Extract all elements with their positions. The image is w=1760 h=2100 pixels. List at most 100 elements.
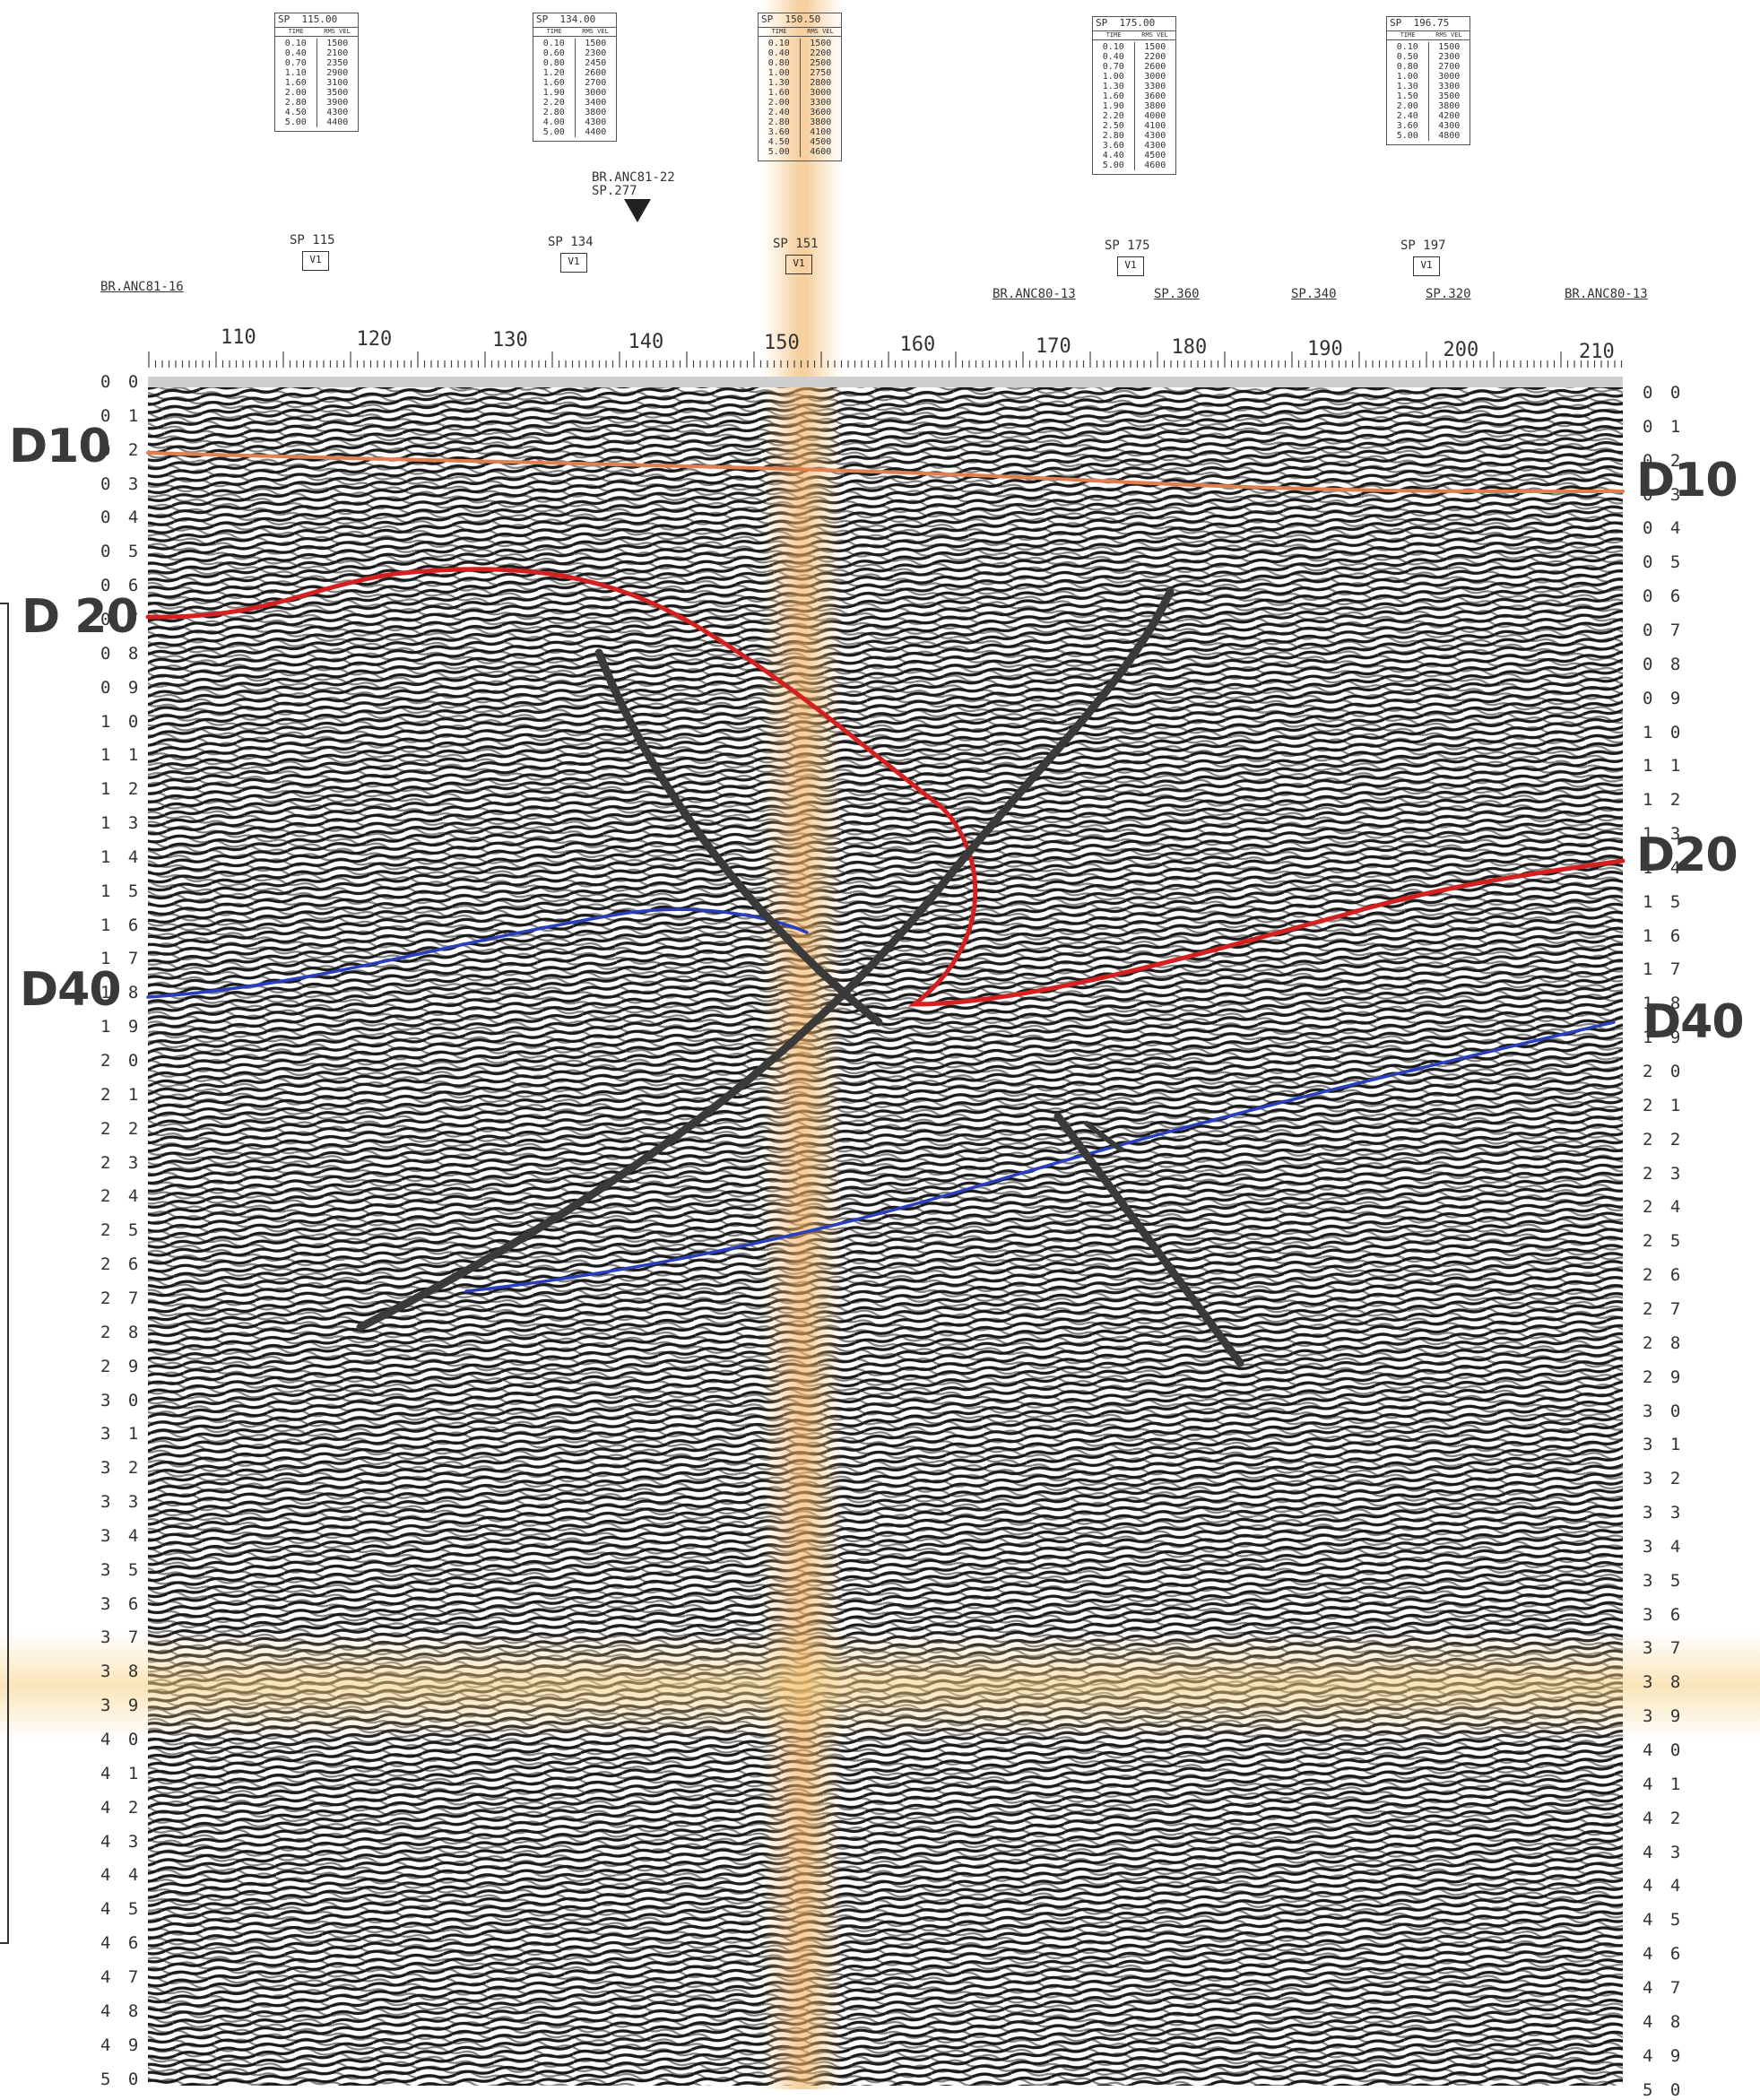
table-cell: 4300: [1144, 131, 1166, 141]
cdp-label: 210: [1579, 341, 1615, 363]
table-cell: 2500: [810, 58, 832, 68]
time-tick-label: 1 4: [1643, 857, 1685, 878]
table-cell: 0.80: [1396, 62, 1418, 72]
time-tick-label: 0 8: [1643, 654, 1685, 674]
left-bracket: [0, 603, 9, 1944]
sp-prefix: SP: [1096, 17, 1108, 29]
time-tick-label: 0 5: [1643, 552, 1685, 573]
cdp-label: 190: [1307, 337, 1343, 360]
table-cell: 1.30: [767, 78, 790, 88]
time-tick-label: 4 3: [100, 1831, 143, 1852]
velocity-point-label: SP 115: [290, 233, 335, 247]
table-cell: 4800: [1438, 131, 1461, 141]
cdp-label: 120: [356, 327, 393, 351]
time-tick-label: 0 0: [100, 372, 143, 392]
table-cell: 2.20: [542, 98, 565, 108]
table-cell: 1.60: [767, 88, 790, 98]
time-tick-label: 0 4: [1643, 518, 1685, 539]
time-tick-label: 2 6: [1643, 1265, 1685, 1286]
time-tick-label: 3 4: [100, 1525, 143, 1546]
time-header: TIME: [1400, 31, 1416, 39]
time-tick-label: 4 0: [100, 1730, 143, 1749]
sp-value: 134.00: [559, 13, 596, 25]
table-cell: 1.00: [1396, 72, 1418, 82]
horizon-d20: [145, 567, 1626, 1007]
table-cell: 3000: [1144, 72, 1166, 82]
table-cell: 2700: [585, 78, 607, 88]
table-cell: 0.10: [284, 39, 307, 48]
time-column: 0.10 0.40 0.80 1.00 1.30 1.60 2.00 2.40 2.80 3.60…: [759, 39, 800, 157]
fault-tick-3: [1084, 1121, 1123, 1152]
vel-header: RMS VEL: [807, 28, 834, 35]
vel-column: 1500 2200 2600 3000 3300 3600 3800 4000 4100 4300…: [1133, 42, 1176, 170]
time-tick-label: 1 7: [100, 949, 143, 969]
table-cell: 3600: [1144, 91, 1166, 101]
table-cell: 2.50: [1102, 121, 1124, 131]
horizontal-stain: [0, 1632, 1760, 1740]
table-cell: 2200: [810, 48, 832, 58]
table-cell: 4100: [810, 127, 832, 137]
vel-header: RMS VEL: [1141, 31, 1168, 39]
table-cell: 2600: [585, 68, 607, 78]
table-cell: 2.00: [767, 98, 790, 108]
table-cell: 5.00: [1102, 161, 1124, 170]
time-tick-label: 4 4: [100, 1865, 143, 1886]
intersection-sp-label: SP.277: [592, 184, 637, 198]
vel-column: 1500 2300 2450 2600 2700 3000 3400 3800 4300 4400: [574, 39, 617, 137]
table-cell: 2900: [326, 68, 349, 78]
velocity-table-sp-175: SP 175.00 TIME RMS VEL 0.10 0.40 0.70 1.00 1.…: [1092, 16, 1176, 175]
line-tie-label: BR.ANC80-13: [993, 287, 1076, 301]
velocity-point-icon: V1: [1413, 256, 1440, 276]
table-cell: 3400: [585, 98, 607, 108]
table-cell: 2.20: [1102, 111, 1124, 121]
table-cell: 3100: [326, 78, 349, 88]
time-tick-label: 4 1: [100, 1763, 143, 1783]
time-tick-label: 3 0: [100, 1390, 143, 1410]
time-tick-label: 0 6: [100, 576, 143, 596]
sp-prefix: SP: [1390, 17, 1402, 29]
table-cell: 4.00: [542, 117, 565, 127]
time-tick-label: 2 7: [1643, 1298, 1685, 1319]
time-header: TIME: [288, 28, 304, 35]
horizon-label-d40-right: D40: [1643, 995, 1745, 1049]
table-cell: 4400: [326, 117, 349, 127]
time-tick-label: 2 0: [100, 1051, 143, 1071]
table-cell: 2450: [585, 58, 607, 68]
time-tick-label: 4 5: [100, 1899, 143, 1920]
time-tick-label: 1 2: [100, 779, 143, 800]
time-tick-label: 3 7: [100, 1627, 143, 1648]
fault-line-3: [1053, 1112, 1244, 1367]
horizon-label-d40-left: D40: [20, 963, 122, 1017]
time-tick-label: 0 4: [100, 508, 143, 528]
time-tick-label: 4 0: [1643, 1740, 1685, 1760]
table-cell: 3300: [1438, 82, 1461, 91]
time-tick-label: 3 5: [100, 1559, 143, 1580]
table-cell: 5.00: [767, 147, 790, 157]
table-cell: 2.40: [767, 108, 790, 117]
time-tick-label: 2 3: [100, 1152, 143, 1173]
table-cell: 0.10: [1396, 42, 1418, 52]
table-cell: 2600: [1144, 62, 1166, 72]
time-tick-label: 0 9: [100, 677, 143, 698]
time-tick-label: 1 5: [100, 881, 143, 901]
table-cell: 4400: [585, 127, 607, 137]
table-cell: 0.80: [542, 58, 565, 68]
table-cell: 1.00: [1102, 72, 1124, 82]
table-cell: 3800: [1144, 101, 1166, 111]
table-cell: 5.00: [542, 127, 565, 137]
table-cell: 2.80: [767, 117, 790, 127]
horizon-label-d20-left: D 20: [22, 590, 139, 644]
time-tick-label: 4 8: [100, 2000, 143, 2021]
time-tick-label: 0 1: [1643, 416, 1685, 437]
table-cell: 1.90: [542, 88, 565, 98]
table-cell: 2200: [1144, 52, 1166, 62]
time-tick-label: 1 6: [100, 915, 143, 935]
time-tick-label: 1 7: [1643, 959, 1685, 980]
sp-value: 150.50: [785, 13, 821, 25]
time-tick-label: 1 0: [1643, 722, 1685, 742]
table-cell: 4200: [1438, 111, 1461, 121]
table-cell: 4300: [1438, 121, 1461, 131]
table-cell: 4300: [326, 108, 349, 117]
